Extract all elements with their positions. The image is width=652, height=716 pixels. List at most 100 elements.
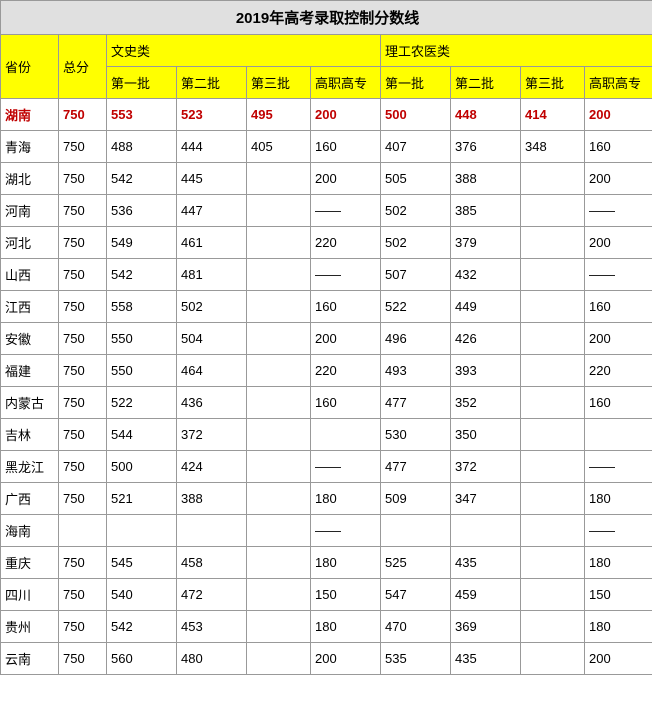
cell-arts-voc: 160 (311, 131, 381, 163)
cell-arts-b2: 504 (177, 323, 247, 355)
table-row: 河南750536447——502385—— (1, 195, 652, 227)
table-row: 湖北750542445200505388200 (1, 163, 652, 195)
cell-arts-b2: 424 (177, 451, 247, 483)
col-sci-b3: 第三批 (521, 67, 585, 99)
cell-province: 重庆 (1, 547, 59, 579)
cell-province: 青海 (1, 131, 59, 163)
cell-sci-voc: 150 (585, 579, 652, 611)
table-row: 海南———— (1, 515, 652, 547)
cell-arts-b1: 488 (107, 131, 177, 163)
cell-sci-voc: 220 (585, 355, 652, 387)
cell-arts-b1: 553 (107, 99, 177, 131)
cell-sci-b1: 477 (381, 451, 451, 483)
cell-sci-b1: 535 (381, 643, 451, 675)
cell-sci-b1: 470 (381, 611, 451, 643)
header-row-1: 省份 总分 文史类 理工农医类 (1, 35, 652, 67)
cell-sci-b2: 432 (451, 259, 521, 291)
cell-province: 安徽 (1, 323, 59, 355)
cell-arts-b2: 502 (177, 291, 247, 323)
cell-arts-b1: 522 (107, 387, 177, 419)
col-arts-voc: 高职高专 (311, 67, 381, 99)
col-sci-b2: 第二批 (451, 67, 521, 99)
cell-province: 山西 (1, 259, 59, 291)
cell-sci-b2: 459 (451, 579, 521, 611)
cell-sci-b1: 505 (381, 163, 451, 195)
cell-province: 湖北 (1, 163, 59, 195)
cell-sci-b2: 369 (451, 611, 521, 643)
cell-arts-voc: 150 (311, 579, 381, 611)
cell-arts-b2: 445 (177, 163, 247, 195)
cell-arts-voc: —— (311, 451, 381, 483)
cell-sci-b2: 426 (451, 323, 521, 355)
cell-sci-b2: 352 (451, 387, 521, 419)
cell-sci-b1: 500 (381, 99, 451, 131)
cell-sci-b3 (521, 611, 585, 643)
cell-province: 江西 (1, 291, 59, 323)
cell-arts-b3 (247, 419, 311, 451)
cell-arts-b1: 542 (107, 163, 177, 195)
cell-total: 750 (59, 579, 107, 611)
cell-sci-b1: 525 (381, 547, 451, 579)
cell-arts-b2: 481 (177, 259, 247, 291)
cell-arts-voc: 200 (311, 163, 381, 195)
cell-arts-b3 (247, 483, 311, 515)
cell-arts-b1: 544 (107, 419, 177, 451)
cell-arts-b2: 372 (177, 419, 247, 451)
cell-sci-voc: 160 (585, 387, 652, 419)
cell-arts-b3 (247, 611, 311, 643)
cell-arts-b3 (247, 195, 311, 227)
col-sci-b1: 第一批 (381, 67, 451, 99)
table-row: 四川750540472150547459150 (1, 579, 652, 611)
cell-sci-b1: 407 (381, 131, 451, 163)
cell-province: 海南 (1, 515, 59, 547)
cell-arts-b2: 388 (177, 483, 247, 515)
cell-arts-b1: 540 (107, 579, 177, 611)
cell-sci-b3 (521, 483, 585, 515)
cell-sci-b3 (521, 163, 585, 195)
cell-sci-b2: 347 (451, 483, 521, 515)
cell-arts-voc: 160 (311, 387, 381, 419)
cell-sci-voc: 200 (585, 163, 652, 195)
cell-arts-b3 (247, 323, 311, 355)
cell-sci-b1: 496 (381, 323, 451, 355)
cell-sci-b1: 502 (381, 227, 451, 259)
cell-total: 750 (59, 99, 107, 131)
cell-arts-voc: 220 (311, 355, 381, 387)
cell-arts-b2: 480 (177, 643, 247, 675)
cell-arts-b3 (247, 227, 311, 259)
cell-arts-b1 (107, 515, 177, 547)
cell-sci-b1: 530 (381, 419, 451, 451)
cell-sci-b3 (521, 227, 585, 259)
cell-sci-b1: 477 (381, 387, 451, 419)
cell-sci-voc: 160 (585, 131, 652, 163)
cell-sci-voc: 200 (585, 227, 652, 259)
cell-arts-b2: 447 (177, 195, 247, 227)
cell-sci-b2: 393 (451, 355, 521, 387)
cell-total: 750 (59, 291, 107, 323)
table-row: 山西750542481——507432—— (1, 259, 652, 291)
cell-province: 河北 (1, 227, 59, 259)
cell-total: 750 (59, 355, 107, 387)
cell-arts-b1: 542 (107, 611, 177, 643)
table-row: 湖南750553523495200500448414200 (1, 99, 652, 131)
cell-sci-b3 (521, 291, 585, 323)
cell-sci-b2: 448 (451, 99, 521, 131)
cell-sci-b2: 376 (451, 131, 521, 163)
cell-total: 750 (59, 419, 107, 451)
cell-sci-b3 (521, 195, 585, 227)
cell-arts-b1: 560 (107, 643, 177, 675)
cell-arts-b2 (177, 515, 247, 547)
cell-arts-b1: 549 (107, 227, 177, 259)
cell-sci-b3 (521, 643, 585, 675)
col-group-sci: 理工农医类 (381, 35, 652, 67)
cell-sci-b3 (521, 259, 585, 291)
cell-sci-voc: 180 (585, 547, 652, 579)
cell-arts-voc: 200 (311, 643, 381, 675)
cell-province: 河南 (1, 195, 59, 227)
cell-arts-b1: 500 (107, 451, 177, 483)
cell-province: 内蒙古 (1, 387, 59, 419)
cell-sci-b3 (521, 355, 585, 387)
cell-sci-b3 (521, 579, 585, 611)
cell-arts-b2: 464 (177, 355, 247, 387)
cell-total: 750 (59, 547, 107, 579)
